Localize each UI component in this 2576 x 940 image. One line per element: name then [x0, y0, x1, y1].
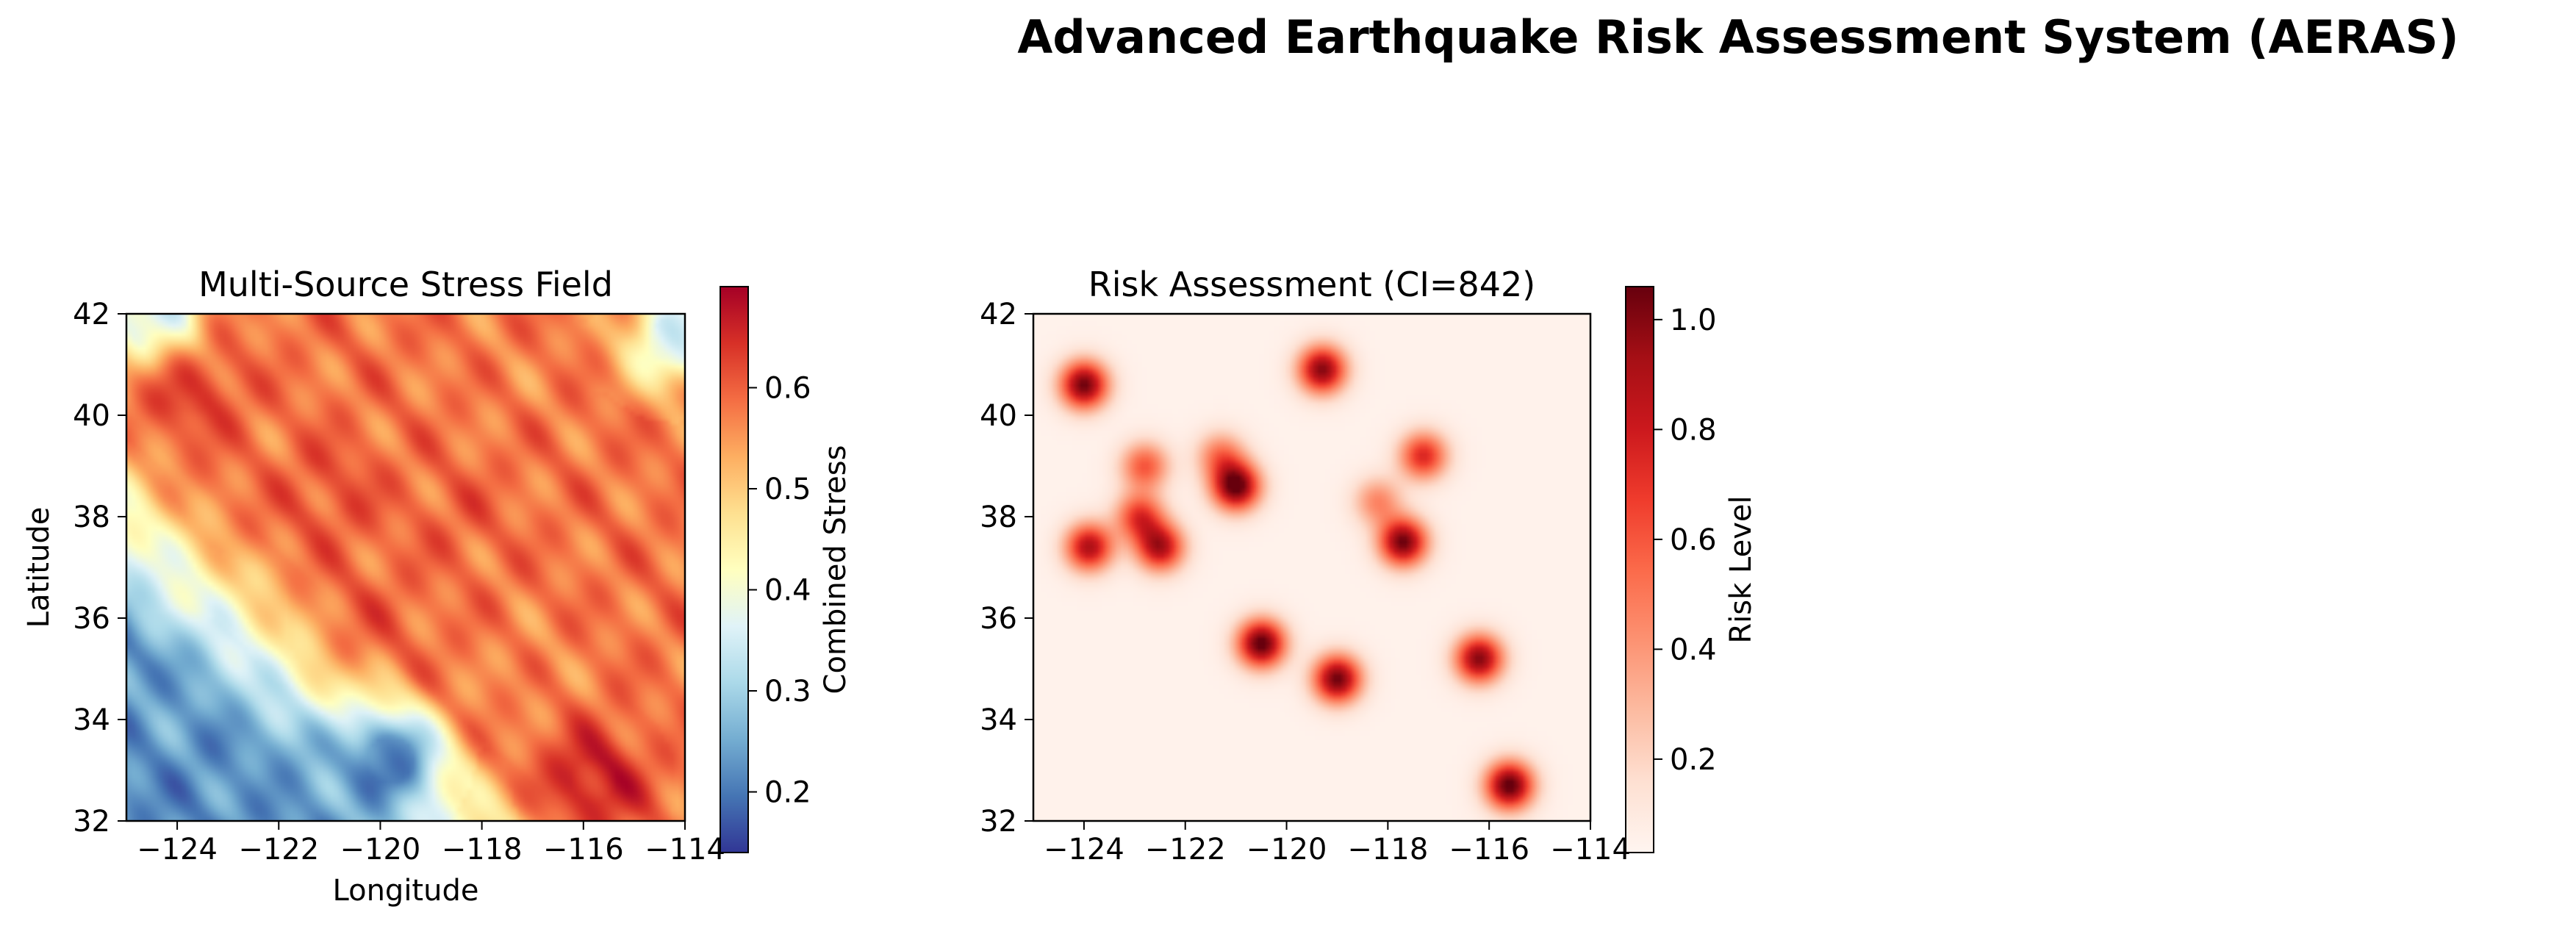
colorbar	[1625, 286, 1654, 853]
colorbar-tick-label: 0.6	[764, 372, 811, 406]
plot-frame	[125, 312, 686, 822]
colorbar-label: Combined Stress	[819, 445, 853, 695]
plot-frame	[1032, 312, 1592, 822]
y-tick-label: 36	[980, 602, 1017, 636]
colorbar-tick-label: 0.2	[1670, 743, 1717, 777]
colorbar	[720, 286, 749, 853]
x-tick-label: −122	[238, 833, 319, 867]
y-tick-label: 42	[73, 298, 110, 331]
y-tick-label: 38	[73, 501, 110, 534]
x-tick-label: −114	[645, 833, 725, 867]
y-tick-label: 32	[980, 805, 1017, 839]
colorbar-tick-label: 0.2	[764, 776, 811, 810]
y-tick-label: 34	[73, 703, 110, 737]
x-tick-label: −118	[1347, 833, 1428, 867]
y-tick-label: 36	[73, 602, 110, 636]
y-tick-label: 40	[73, 399, 110, 433]
x-axis-label: Longitude	[333, 874, 479, 908]
x-tick-label: −124	[1044, 833, 1124, 867]
y-tick-label: 34	[980, 703, 1017, 737]
colorbar-tick-label: 0.4	[764, 574, 811, 608]
heatmap-image	[126, 314, 685, 821]
colorbar-tick-label: 0.6	[1670, 523, 1717, 557]
y-tick-label: 32	[73, 805, 110, 839]
x-tick-label: −120	[340, 833, 421, 867]
x-tick-label: −116	[543, 833, 624, 867]
colorbar-tick-label: 0.4	[1670, 633, 1717, 667]
colorbar-tick-label: 0.5	[764, 473, 811, 506]
x-tick-label: −116	[1449, 833, 1529, 867]
figure-title: Advanced Earthquake Risk Assessment Syst…	[1017, 10, 2458, 64]
colorbar-tick-label: 0.8	[1670, 413, 1717, 447]
chart-title: Multi-Source Stress Field	[198, 265, 613, 304]
heatmap-image	[1033, 314, 1590, 821]
y-tick-label: 42	[980, 298, 1017, 331]
x-tick-label: −114	[1550, 833, 1631, 867]
y-axis-label: Latitude	[22, 507, 56, 628]
colorbar-tick-label: 1.0	[1670, 304, 1717, 337]
x-tick-label: −118	[442, 833, 523, 867]
chart-panel-1: −124 −122 −120 −118 −116 −114 32 34 36 38 40 42 Mult…	[22, 265, 853, 908]
x-tick-label: −122	[1145, 833, 1226, 867]
x-tick-label: −124	[137, 833, 218, 867]
x-tick-label: −120	[1246, 833, 1327, 867]
colorbar-tick-label: 0.3	[764, 675, 811, 708]
colorbar-label: Risk Level	[1724, 495, 1758, 643]
y-tick-label: 40	[980, 399, 1017, 433]
chart-panel-2: −124 −122 −120 −118 −116 −114 32 34 36 38 40 42 Risk…	[980, 265, 1758, 867]
chart-title: Risk Assessment (CI=842)	[1088, 265, 1535, 304]
y-tick-label: 38	[980, 501, 1017, 534]
